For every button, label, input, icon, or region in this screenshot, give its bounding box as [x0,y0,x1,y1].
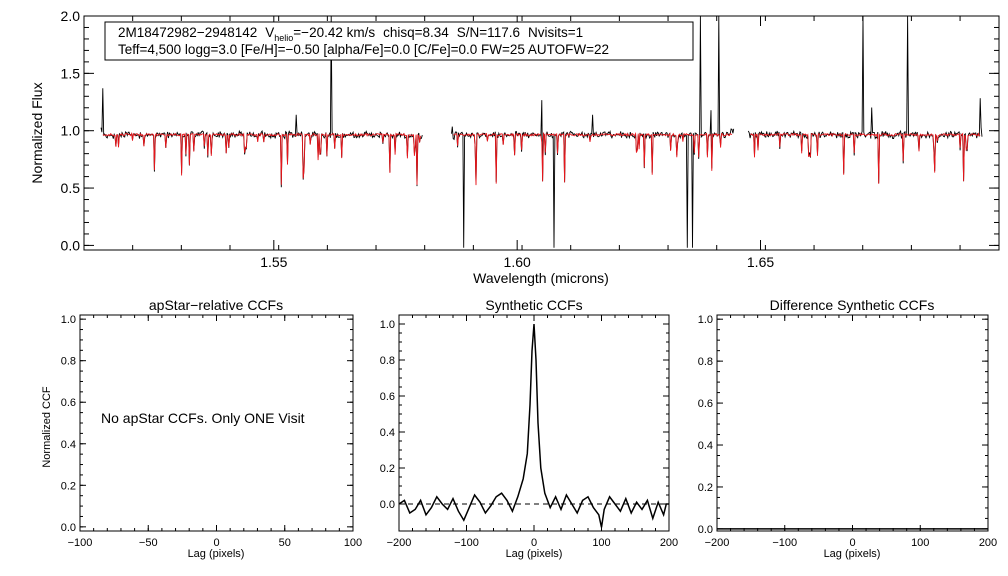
x-tick-label: −50 [139,537,158,549]
x-tick-label: −100 [772,537,797,549]
y-tick-label: 1.0 [380,319,395,331]
y-tick-label: 0.2 [698,482,713,494]
difference-ccf-ticks: −200 −100 0 100 200 0.0 0.2 0.4 0.6 0.8 1.0 [698,314,997,549]
spectrum-x-axis-label: Wavelength (microns) [473,270,609,286]
y-tick-label: 0.0 [61,237,81,253]
synthetic-ccf-panel: −200 −100 0 100 200 0.0 0.2 0.4 0.6 0.8 1.0 Synthe… [380,297,678,560]
x-tick-label: 1.65 [747,254,774,270]
vhelio-subscript: helio [274,33,293,43]
y-tick-label: 0.2 [61,480,76,492]
synthetic-ccf-frame [398,314,670,532]
info-box-frame [104,21,694,61]
x-tick-label: 0 [849,537,855,549]
x-tick-label: −100 [68,537,93,549]
y-tick-label: 0.5 [61,180,81,196]
vhelio-label: V [265,25,274,40]
y-tick-label: 0.0 [698,524,713,536]
x-tick-label: 1.60 [504,254,531,270]
apstar-ccf-panel: −100 −50 0 50 100 0.0 0.2 0.4 0.6 0.8 1.0 apStar−r… [41,297,362,560]
y-tick-label: 1.0 [698,314,713,326]
x-tick-label: 0 [213,537,219,549]
synthetic-ccf-title: Synthetic CCFs [485,297,582,313]
synthetic-ccf-curve [398,323,669,528]
y-tick-label: 0.6 [380,391,395,403]
snr-value: S/N=117.6 [457,25,520,40]
difference-ccf-frame [716,314,989,532]
x-tick-label: 100 [911,537,929,549]
y-tick-label: 0.0 [380,499,395,511]
spectrum-ticks: 1.55 1.60 1.65 0.0 0.5 1.0 1.5 2.0 [61,8,999,270]
y-tick-label: 1.5 [61,65,81,81]
spectrum-y-axis-label: Normalized Flux [29,82,45,183]
x-tick-label: 0 [531,537,537,549]
y-tick-label: 0.6 [61,397,76,409]
chisq-value: chisq=8.34 [383,25,449,40]
spectrum-panel: 1.55 1.60 1.65 0.0 0.5 1.0 1.5 2.0 Normalized F… [29,8,1000,286]
synthetic-ccf-ticks: −200 −100 0 100 200 0.0 0.2 0.4 0.6 0.8 1.0 [380,315,678,549]
difference-ccf-x-axis-label: Lag (pixels) [824,548,881,560]
synthetic-spectrum-segment [102,131,421,185]
y-tick-label: 0.8 [61,356,76,368]
y-tick-label: 0.2 [380,463,395,475]
stellar-parameters: Teff=4,500 logg=3.0 [Fe/H]=−0.50 [alpha/… [118,42,609,57]
x-tick-label: −200 [705,537,730,549]
synthetic-spectrum-line [102,131,981,186]
info-line-1: 2M18472982−2948142 Vhelio=−20.42 km/s chis… [118,25,583,43]
y-tick-label: 0.4 [698,440,713,452]
apstar-ccf-title: apStar−relative CCFs [149,297,283,313]
x-tick-label: 100 [344,537,362,549]
x-tick-label: 200 [979,537,997,549]
apstar-ccf-ticks: −100 −50 0 50 100 0.0 0.2 0.4 0.6 0.8 1.0 [61,314,362,549]
y-tick-label: 0.6 [698,398,713,410]
x-tick-label: −100 [454,537,479,549]
y-tick-label: 2.0 [61,8,81,24]
synthetic-spectrum-segment [453,131,733,186]
nvisits-value: Nvisits=1 [528,25,583,40]
y-tick-label: 0.4 [380,427,395,439]
y-tick-label: 1.0 [61,314,76,326]
y-tick-label: 0.4 [61,439,76,451]
difference-ccf-title: Difference Synthetic CCFs [770,297,935,313]
observed-spectrum-segment [747,15,983,184]
vhelio-value: =−20.42 km/s [293,25,375,40]
x-tick-label: 1.55 [260,254,287,270]
synthetic-spectrum-segment [749,132,981,184]
apstar-ccf-y-axis-label: Normalized CCF [41,386,53,468]
x-tick-label: −200 [387,537,412,549]
y-tick-label: 0.8 [698,356,713,368]
no-ccf-annotation: No apStar CCFs. Only ONE Visit [101,410,305,426]
synthetic-ccf-x-axis-label: Lag (pixels) [506,548,563,560]
observed-spectrum-segment [451,15,735,248]
apstar-ccf-x-axis-label: Lag (pixels) [188,548,245,560]
difference-ccf-panel: −200 −100 0 100 200 0.0 0.2 0.4 0.6 0.8 1.0 Differ… [698,297,997,560]
x-tick-label: 100 [592,537,610,549]
spectrum-info-box: 2M18472982−2948142 Vhelio=−20.42 km/s chis… [104,21,694,61]
spectrum-plot-frame [83,15,1000,251]
x-tick-label: 200 [660,537,678,549]
y-tick-label: 0.8 [380,355,395,367]
x-tick-label: 50 [279,537,291,549]
star-id: 2M18472982−2948142 [118,25,257,40]
y-tick-label: 0.0 [61,522,76,534]
y-tick-label: 1.0 [61,123,81,139]
